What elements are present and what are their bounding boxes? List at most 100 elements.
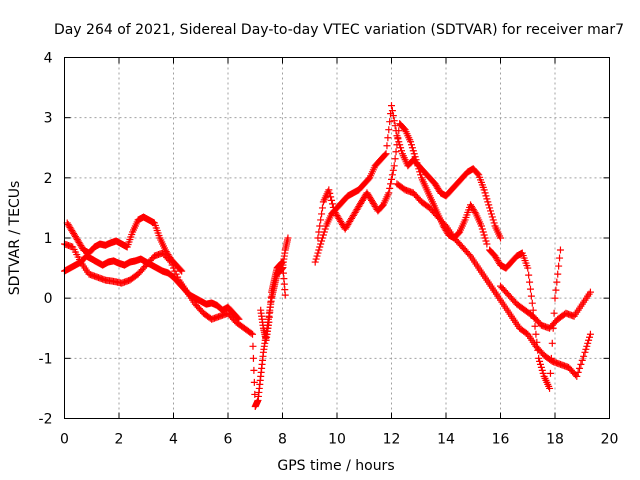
data-point: [407, 138, 415, 146]
data-point: [387, 180, 395, 188]
data-point: [409, 147, 417, 155]
data-point: [312, 255, 320, 263]
data-point: [480, 231, 488, 239]
y-tick-label: 4: [44, 51, 53, 67]
y-tick-label: 3: [44, 111, 53, 127]
data-point: [578, 356, 586, 364]
data-point: [585, 336, 593, 344]
data-point: [526, 285, 534, 293]
data-point: [315, 228, 323, 236]
data-point: [383, 142, 391, 150]
x-tick-label: 16: [492, 432, 510, 448]
data-point: [318, 210, 326, 218]
data-point: [551, 294, 559, 302]
x-tick-label: 2: [115, 432, 124, 448]
data-point: [529, 306, 537, 314]
data-point: [483, 240, 491, 248]
data-point: [553, 278, 561, 286]
series-satellite-track-g: [393, 180, 594, 380]
data-point: [314, 249, 322, 257]
data-point: [417, 171, 425, 179]
data-point: [415, 165, 423, 173]
data-point: [555, 262, 563, 270]
series-satellite-track-a: [61, 252, 243, 323]
data-point: [328, 196, 336, 204]
series-satellite-track-i: [497, 282, 594, 332]
chart-title: Day 264 of 2021, Sidereal Day-to-day VTE…: [54, 22, 624, 38]
data-point: [317, 240, 325, 248]
y-axis: -2 -1 0 1 2 3 4: [39, 51, 610, 428]
data-point: [327, 193, 335, 201]
data-point: [395, 127, 403, 135]
data-point: [251, 390, 259, 398]
data-point: [536, 360, 544, 368]
data-point: [385, 126, 393, 134]
y-tick-label: -1: [39, 351, 53, 367]
data-point: [318, 204, 326, 212]
data-point: [531, 322, 539, 330]
data-point: [574, 368, 582, 376]
data-point: [389, 166, 397, 174]
data-point: [170, 264, 177, 272]
data-point: [546, 369, 554, 377]
data-point: [172, 270, 180, 278]
data-point: [250, 378, 258, 386]
x-axis-label: GPS time / hours: [277, 458, 394, 474]
data-point: [487, 210, 495, 218]
data-point: [533, 338, 541, 346]
data-point: [314, 234, 322, 242]
data-point: [389, 112, 397, 120]
x-tick-label: 18: [546, 432, 564, 448]
data-point: [318, 237, 326, 245]
data-point: [328, 200, 336, 208]
series-satellite-track-e: [311, 102, 504, 266]
data-point: [390, 162, 398, 170]
x-tick-label: 0: [60, 432, 69, 448]
data-point: [391, 122, 399, 130]
data-point: [388, 102, 395, 110]
data-point: [573, 372, 581, 380]
data-point: [552, 286, 560, 294]
data-point: [576, 364, 584, 372]
x-tick-label: 12: [383, 432, 401, 448]
data-point: [329, 203, 337, 211]
data-point: [249, 354, 257, 362]
x-tick-label: 20: [601, 432, 619, 448]
data-point: [388, 175, 395, 183]
data-point: [580, 352, 588, 360]
data-point: [249, 342, 257, 350]
data-point: [281, 291, 289, 299]
data-point: [532, 330, 540, 338]
data-point: [485, 201, 493, 209]
data-point: [388, 171, 396, 179]
data-point: [583, 342, 591, 350]
data-point: [317, 216, 325, 224]
data-point: [481, 189, 489, 197]
y-tick-label: -2: [39, 412, 53, 428]
data-point: [582, 345, 590, 353]
data-point: [482, 237, 490, 245]
data-point: [386, 118, 394, 126]
data-point: [316, 222, 324, 230]
data-point: [407, 141, 415, 149]
series-satellite-track-d: [257, 258, 289, 344]
data-point: [586, 330, 594, 338]
y-axis-label: SDTVAR / TECUs: [7, 181, 23, 296]
data-point: [497, 234, 504, 242]
data-point: [525, 271, 533, 279]
data-point: [547, 354, 555, 362]
data-point: [247, 329, 255, 337]
data-point: [528, 299, 536, 307]
data-point: [168, 261, 176, 269]
data-point: [386, 184, 394, 192]
y-tick-label: 1: [44, 231, 53, 247]
data-point: [381, 151, 389, 159]
x-tick-label: 4: [169, 432, 178, 448]
data-point: [479, 228, 487, 236]
data-point: [414, 162, 422, 170]
data-point: [535, 354, 543, 362]
data-point: [586, 333, 594, 341]
x-tick-label: 8: [278, 432, 287, 448]
data-point: [315, 246, 323, 254]
